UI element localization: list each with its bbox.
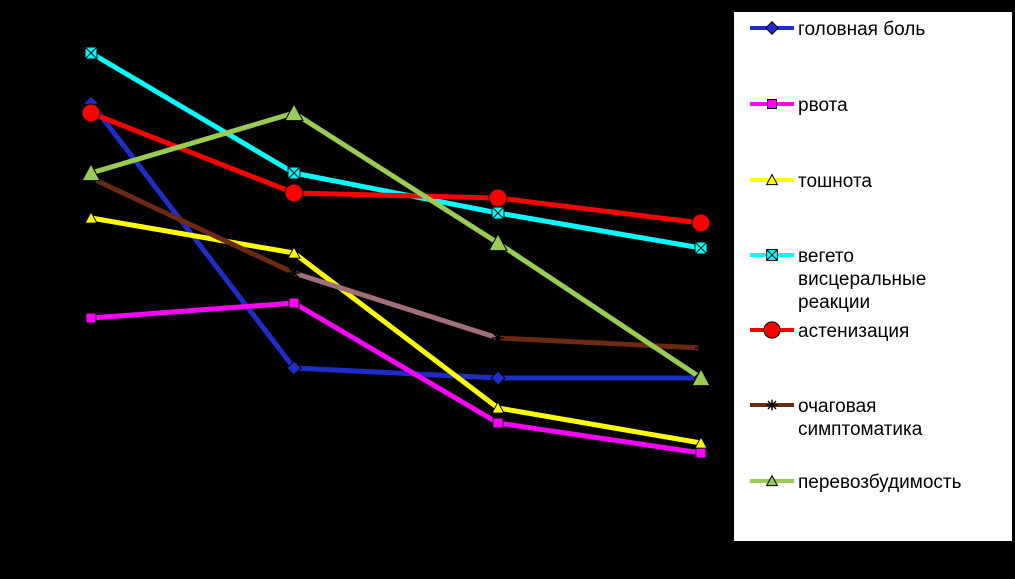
legend-svg: головная боль рвота тошнота вегетовисцераль…: [750, 19, 962, 493]
legend-label: висцеральные: [798, 269, 926, 290]
series-lines: [88, 50, 704, 456]
data-point-s5-4: [691, 213, 711, 233]
series-6-segment-1: [88, 175, 297, 276]
series-1-segment-2: [291, 365, 501, 381]
series-5-segment-1: [88, 110, 297, 196]
series-line-6: [88, 175, 704, 351]
series-3-segment-1: [88, 215, 297, 256]
data-point-s4-2: [287, 166, 301, 180]
legend-entry-1: головная боль: [750, 19, 925, 40]
legend-marker: [764, 20, 780, 36]
legend-marker: [766, 399, 778, 411]
legend-label: реакции: [798, 292, 870, 313]
series-line-7: [88, 110, 704, 381]
series-line-5: [88, 110, 704, 226]
series-5-segment-3: [495, 195, 704, 226]
series-line-3: [88, 215, 704, 446]
data-point-s2-3: [492, 417, 504, 429]
data-point-s3-2: [287, 245, 301, 259]
legend-label: тошнота: [798, 171, 872, 192]
data-point-s7-1: [81, 162, 101, 182]
data-point-s2-1: [85, 312, 97, 324]
data-point-s1-3: [490, 370, 506, 386]
data-point-s3-4: [694, 435, 708, 449]
series-2-segment-2: [291, 300, 501, 426]
series-4-segment-3: [495, 210, 704, 251]
series-markers: [81, 46, 711, 459]
series-7-segment-3: [495, 240, 704, 381]
data-point-s2-2: [288, 297, 300, 309]
data-point-s5-3: [488, 188, 508, 208]
series-line-2: [88, 300, 704, 456]
data-point-s7-2: [284, 102, 304, 122]
data-point-s6-4: [695, 342, 707, 354]
data-point-s4-4: [694, 241, 708, 255]
legend-entry-3: тошнота: [750, 171, 872, 192]
data-point-s4-1: [84, 46, 98, 60]
data-point-s1-2: [286, 360, 302, 376]
legend-label: головная боль: [798, 19, 925, 40]
series-4-segment-1: [88, 50, 297, 176]
legend-label: вегето: [798, 246, 854, 267]
legend-entry-5: астенизация: [750, 321, 909, 342]
legend-label: рвота: [798, 95, 848, 116]
data-point-s5-1: [81, 103, 101, 123]
data-point-s7-4: [691, 367, 711, 387]
data-point-s4-3: [491, 206, 505, 220]
legend-label: перевозбудимость: [798, 472, 962, 493]
legend-label: астенизация: [798, 321, 909, 342]
series-6-segment-2: [291, 270, 501, 341]
legend-entry-7: перевозбудимость: [750, 472, 962, 493]
series-6-segment-3: [495, 335, 704, 351]
legend-marker: [765, 173, 779, 186]
data-point-s3-3: [491, 400, 505, 414]
series-5-segment-2: [291, 190, 501, 201]
series-2-segment-3: [495, 420, 704, 456]
series-3-segment-2: [291, 250, 501, 411]
legend-marker: [766, 249, 778, 261]
data-point-s7-3: [488, 232, 508, 252]
data-point-s3-1: [84, 210, 98, 224]
series-3-segment-3: [495, 405, 704, 446]
series-7-segment-2: [291, 110, 501, 246]
data-point-s6-2: [288, 267, 300, 279]
legend-label: симптоматика: [798, 419, 923, 440]
series-2-segment-1: [88, 300, 297, 321]
legend-marker: [763, 321, 781, 339]
data-point-s2-4: [695, 447, 707, 459]
data-point-s5-2: [284, 183, 304, 203]
legend-marker: [767, 99, 777, 109]
legend-label: очаговая: [798, 396, 876, 417]
data-point-s6-3: [492, 332, 504, 344]
legend-marker: [765, 474, 779, 487]
legend-entry-2: рвота: [750, 95, 848, 116]
legend: головная боль рвота тошнота вегето висцераль…: [734, 12, 1012, 541]
series-7-segment-1: [88, 110, 297, 176]
